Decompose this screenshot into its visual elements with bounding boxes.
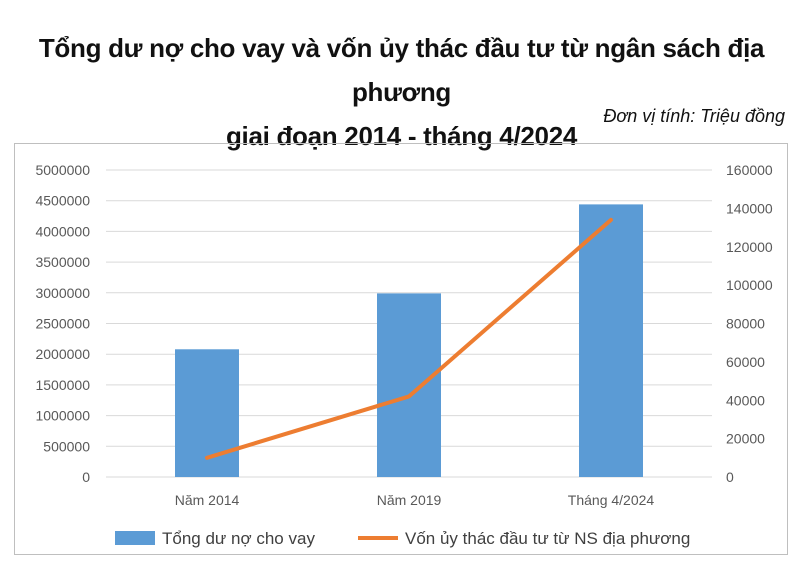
y-left-tick-label: 4500000 (35, 193, 90, 209)
y-left-tick-label: 3500000 (35, 254, 90, 270)
legend-label: Tổng dư nợ cho vay (162, 529, 315, 548)
y-right-tick-label: 140000 (726, 200, 773, 216)
y-left-tick-label: 2000000 (35, 346, 90, 362)
legend-swatch-bar (115, 531, 155, 545)
y-right-tick-label: 120000 (726, 239, 773, 255)
bar (579, 204, 643, 477)
y-right-tick-label: 0 (726, 469, 734, 485)
y-right-tick-label: 100000 (726, 277, 773, 293)
legend-label: Vốn ủy thác đầu tư từ NS địa phương (405, 529, 690, 548)
y-right-tick-label: 20000 (726, 431, 765, 447)
y-right-tick-label: 160000 (726, 162, 773, 178)
x-tick-label: Năm 2019 (377, 492, 442, 508)
x-tick-label: Năm 2014 (175, 492, 240, 508)
y-right-tick-label: 40000 (726, 392, 765, 408)
y-right-tick-label: 60000 (726, 354, 765, 370)
y-left-tick-label: 2500000 (35, 316, 90, 332)
y-left-tick-label: 500000 (43, 438, 90, 454)
y-left-tick-label: 5000000 (35, 162, 90, 178)
x-tick-label: Tháng 4/2024 (568, 492, 655, 508)
y-left-tick-label: 1000000 (35, 408, 90, 424)
y-left-tick-label: 1500000 (35, 377, 90, 393)
y-right-tick-label: 80000 (726, 316, 765, 332)
y-left-tick-label: 4000000 (35, 223, 90, 239)
y-left-tick-label: 0 (82, 469, 90, 485)
y-left-tick-label: 3000000 (35, 285, 90, 301)
bar (377, 293, 441, 477)
